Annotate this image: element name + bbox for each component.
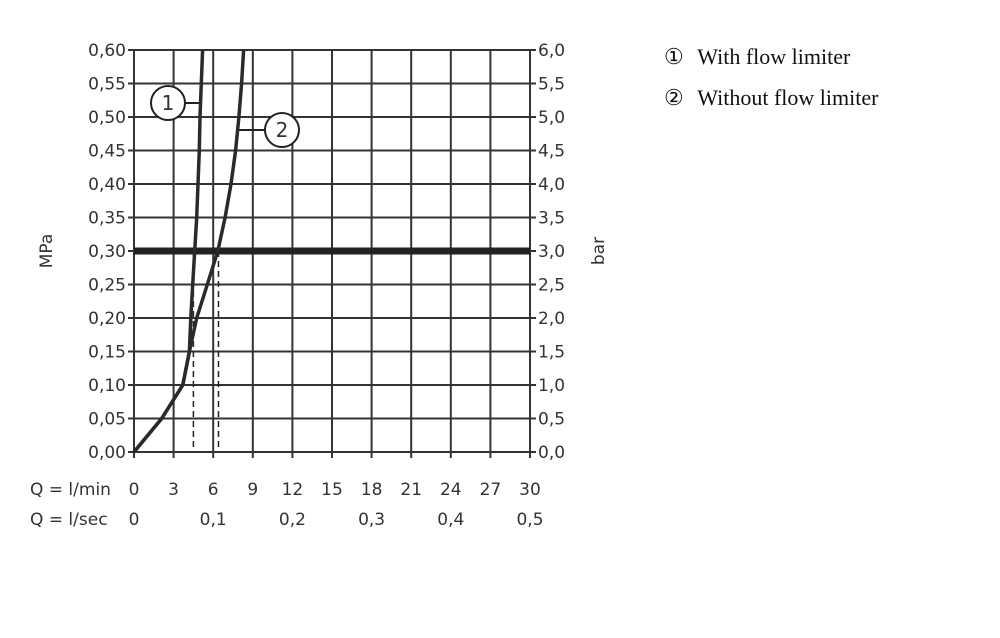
curve-2 bbox=[132, 49, 246, 454]
y-tick-label-right: 5,0 bbox=[538, 108, 565, 128]
x-tick-label-secondary: 0,4 bbox=[437, 510, 464, 530]
y-tick-label-right: 6,0 bbox=[538, 41, 565, 61]
y-tick-label-left: 0,40 bbox=[88, 175, 126, 195]
y-tick-label-left: 0,05 bbox=[88, 410, 126, 430]
y-tick-label-left: 0,50 bbox=[88, 108, 126, 128]
y-tick-label-right: 3,5 bbox=[538, 209, 565, 229]
x-axis-label-secondary: Q = l/sec bbox=[30, 510, 108, 530]
x-tick-label: 3 bbox=[168, 480, 179, 500]
x-tick-label: 9 bbox=[247, 480, 258, 500]
legend-item-2: ② Without flow limiter bbox=[664, 85, 878, 111]
y-axis-label-right: bar bbox=[589, 237, 609, 265]
x-tick-label-secondary: 0,3 bbox=[358, 510, 385, 530]
y-tick-label-left: 0,00 bbox=[88, 443, 126, 463]
y-tick-label-left: 0,15 bbox=[88, 343, 126, 363]
y-tick-label-right: 5,5 bbox=[538, 75, 565, 95]
y-tick-label-right: 0,5 bbox=[538, 410, 565, 430]
x-tick-label: 12 bbox=[282, 480, 304, 500]
y-tick-label-right: 2,5 bbox=[538, 276, 565, 296]
x-tick-label-secondary: 0,1 bbox=[200, 510, 227, 530]
y-tick-label-right: 1,5 bbox=[538, 343, 565, 363]
x-tick-label: 24 bbox=[440, 480, 462, 500]
callout-circle-2 bbox=[264, 112, 300, 148]
legend-item-1: ① With flow limiter bbox=[664, 44, 850, 70]
y-tick-label-right: 2,0 bbox=[538, 309, 565, 329]
y-tick-label-left: 0,20 bbox=[88, 309, 126, 329]
x-tick-label-secondary: 0 bbox=[129, 510, 140, 530]
y-tick-label-left: 0,60 bbox=[88, 41, 126, 61]
x-tick-label: 6 bbox=[208, 480, 219, 500]
x-tick-label: 15 bbox=[321, 480, 343, 500]
y-tick-label-right: 1,0 bbox=[538, 376, 565, 396]
y-tick-label-right: 0,0 bbox=[538, 443, 565, 463]
x-tick-label-secondary: 0,5 bbox=[516, 510, 543, 530]
callout-label-1: 1 bbox=[162, 91, 175, 115]
y-tick-label-left: 0,55 bbox=[88, 75, 126, 95]
y-tick-label-left: 0,10 bbox=[88, 376, 126, 396]
y-tick-label-left: 0,25 bbox=[88, 276, 126, 296]
x-tick-label: 18 bbox=[361, 480, 383, 500]
x-tick-label: 27 bbox=[480, 480, 502, 500]
y-tick-label-right: 3,0 bbox=[538, 242, 565, 262]
x-tick-label-secondary: 0,2 bbox=[279, 510, 306, 530]
y-axis-label-left: MPa bbox=[37, 234, 57, 269]
y-tick-label-left: 0,30 bbox=[88, 242, 126, 262]
x-tick-label: 0 bbox=[129, 480, 140, 500]
callout-label-2: 2 bbox=[276, 118, 289, 142]
y-tick-label-right: 4,5 bbox=[538, 142, 565, 162]
x-tick-label: 30 bbox=[519, 480, 541, 500]
x-axis-label: Q = l/min bbox=[30, 480, 111, 500]
legend-text-1: With flow limiter bbox=[697, 44, 851, 69]
y-tick-label-left: 0,45 bbox=[88, 142, 126, 162]
legend-symbol-1: ① bbox=[664, 44, 684, 69]
x-tick-label: 21 bbox=[400, 480, 422, 500]
legend-symbol-2: ② bbox=[664, 85, 684, 110]
y-tick-label-right: 4,0 bbox=[538, 175, 565, 195]
y-tick-label-left: 0,35 bbox=[88, 209, 126, 229]
legend-text-2: Without flow limiter bbox=[697, 85, 879, 110]
callout-circle-1 bbox=[150, 85, 186, 121]
